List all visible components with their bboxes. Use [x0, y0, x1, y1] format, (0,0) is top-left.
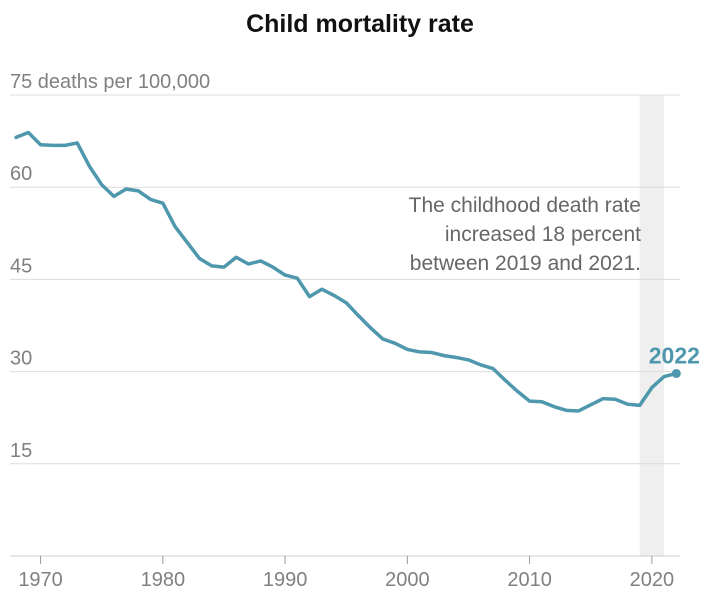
x-tick-label-2000: 2000: [385, 569, 430, 591]
annotation: The childhood death rate increased 18 pe…: [409, 194, 641, 275]
y-axis-unit-label: 75 deaths per 100,000: [10, 71, 210, 93]
shaded-period-2019-2021: [639, 95, 665, 556]
x-tick-label-1990: 1990: [263, 569, 308, 591]
y-tick-label-45: 45: [10, 255, 32, 277]
x-tick-label-2020: 2020: [630, 569, 675, 591]
x-tick-label-1980: 1980: [141, 569, 186, 591]
x-tick-label-2010: 2010: [507, 569, 552, 591]
y-tick-label-30: 30: [10, 348, 32, 370]
x-axis: 1970 1980 1990 2000 2010 2020: [18, 556, 674, 591]
chart-title: Child mortality rate: [246, 10, 474, 38]
y-tick-label-60: 60: [10, 163, 32, 185]
y-axis: 75 deaths per 100,000 60 45 30 15: [10, 71, 210, 462]
x-tick-label-1970: 1970: [18, 569, 63, 591]
mortality-rate-line: [14, 130, 679, 413]
annotation-line-2: increased 18 percent: [445, 223, 641, 246]
end-label: 2022: [649, 342, 700, 368]
gridlines: [10, 94, 680, 557]
y-tick-label-15: 15: [10, 440, 32, 462]
end-point-marker: [671, 368, 681, 378]
annotation-line-1: The childhood death rate: [409, 194, 641, 217]
annotation-line-3: between 2019 and 2021.: [410, 252, 641, 275]
